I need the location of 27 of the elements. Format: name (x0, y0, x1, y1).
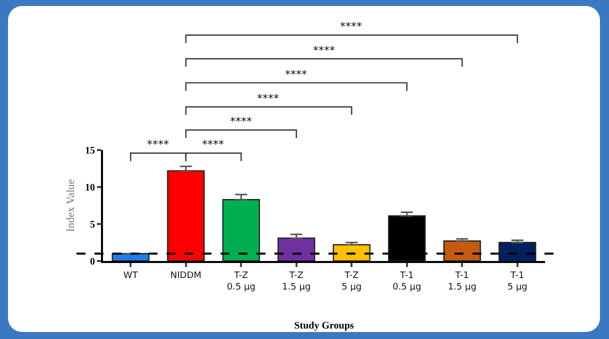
x-tick-label: T-Z 1.5 µg (282, 270, 311, 292)
bar (278, 237, 316, 261)
x-tick-label: T-Z 0.5 µg (226, 270, 256, 292)
text: **** (285, 68, 308, 81)
x-tick-label: WT (123, 270, 138, 281)
x-tick-label: T-1 1.5 µg (448, 270, 476, 292)
annotation: **** (202, 138, 224, 151)
annotation: **** (147, 138, 170, 151)
bar (332, 244, 370, 261)
text: **** (313, 44, 336, 57)
text: **** (230, 115, 252, 128)
bar (498, 242, 536, 261)
text: **** (257, 92, 280, 105)
x-tick-label: T-1 5 µg (507, 270, 528, 292)
y-tick-label: 5 (90, 220, 95, 231)
text: **** (340, 20, 362, 33)
bar (443, 240, 481, 261)
x-tick-label: T-Z 5 µg (342, 270, 362, 292)
x-tick-label: NIDDM (170, 270, 202, 281)
x-tick-label: T-1 0.5 µg (392, 270, 422, 292)
y-tick-label: 0 (90, 256, 95, 268)
y-tick-label: 10 (85, 182, 95, 194)
x-axis-title: Study Groups (294, 320, 354, 332)
y-axis-title: Index Value (65, 179, 78, 232)
bar (222, 199, 260, 261)
bar (167, 170, 205, 261)
y-tick-label: 15 (85, 146, 95, 157)
